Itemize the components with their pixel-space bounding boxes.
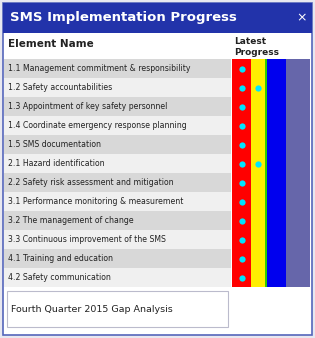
FancyBboxPatch shape: [4, 135, 231, 154]
FancyBboxPatch shape: [4, 268, 231, 287]
FancyBboxPatch shape: [251, 59, 265, 287]
Text: 2.2 Safety risk assessment and mitigation: 2.2 Safety risk assessment and mitigatio…: [8, 178, 174, 187]
Text: 1.4 Coordinate emergency response planning: 1.4 Coordinate emergency response planni…: [8, 121, 187, 130]
Text: 4.2 Safety communication: 4.2 Safety communication: [8, 273, 111, 282]
FancyBboxPatch shape: [4, 192, 231, 211]
FancyBboxPatch shape: [3, 3, 312, 335]
Text: Fourth Quarter 2015 Gap Analysis: Fourth Quarter 2015 Gap Analysis: [11, 305, 173, 314]
Text: 3.1 Performance monitoring & measurement: 3.1 Performance monitoring & measurement: [8, 197, 183, 206]
Text: 4.1 Training and education: 4.1 Training and education: [8, 254, 113, 263]
FancyBboxPatch shape: [4, 249, 231, 268]
Text: 3.2 The management of change: 3.2 The management of change: [8, 216, 134, 225]
FancyBboxPatch shape: [286, 59, 310, 287]
Text: 1.1 Management commitment & responsibility: 1.1 Management commitment & responsibili…: [8, 64, 191, 73]
Text: 1.2 Safety accountabilities: 1.2 Safety accountabilities: [8, 83, 112, 92]
Text: ×: ×: [296, 11, 307, 24]
FancyBboxPatch shape: [232, 59, 251, 287]
FancyBboxPatch shape: [4, 59, 231, 78]
FancyBboxPatch shape: [267, 59, 286, 287]
FancyBboxPatch shape: [7, 291, 228, 327]
Text: Latest
Progress: Latest Progress: [234, 37, 279, 57]
FancyBboxPatch shape: [4, 173, 231, 192]
FancyBboxPatch shape: [4, 78, 231, 97]
FancyBboxPatch shape: [4, 211, 231, 230]
Text: 1.3 Appointment of key safety personnel: 1.3 Appointment of key safety personnel: [8, 102, 167, 111]
Text: 3.3 Continuous improvement of the SMS: 3.3 Continuous improvement of the SMS: [8, 235, 166, 244]
FancyBboxPatch shape: [4, 97, 231, 116]
Text: Element Name: Element Name: [8, 39, 94, 49]
FancyBboxPatch shape: [3, 3, 312, 33]
FancyBboxPatch shape: [4, 230, 231, 249]
Text: 1.5 SMS documentation: 1.5 SMS documentation: [8, 140, 101, 149]
FancyBboxPatch shape: [4, 154, 231, 173]
FancyBboxPatch shape: [265, 59, 267, 287]
FancyBboxPatch shape: [4, 116, 231, 135]
Text: 2.1 Hazard identification: 2.1 Hazard identification: [8, 159, 105, 168]
Text: SMS Implementation Progress: SMS Implementation Progress: [10, 11, 237, 24]
